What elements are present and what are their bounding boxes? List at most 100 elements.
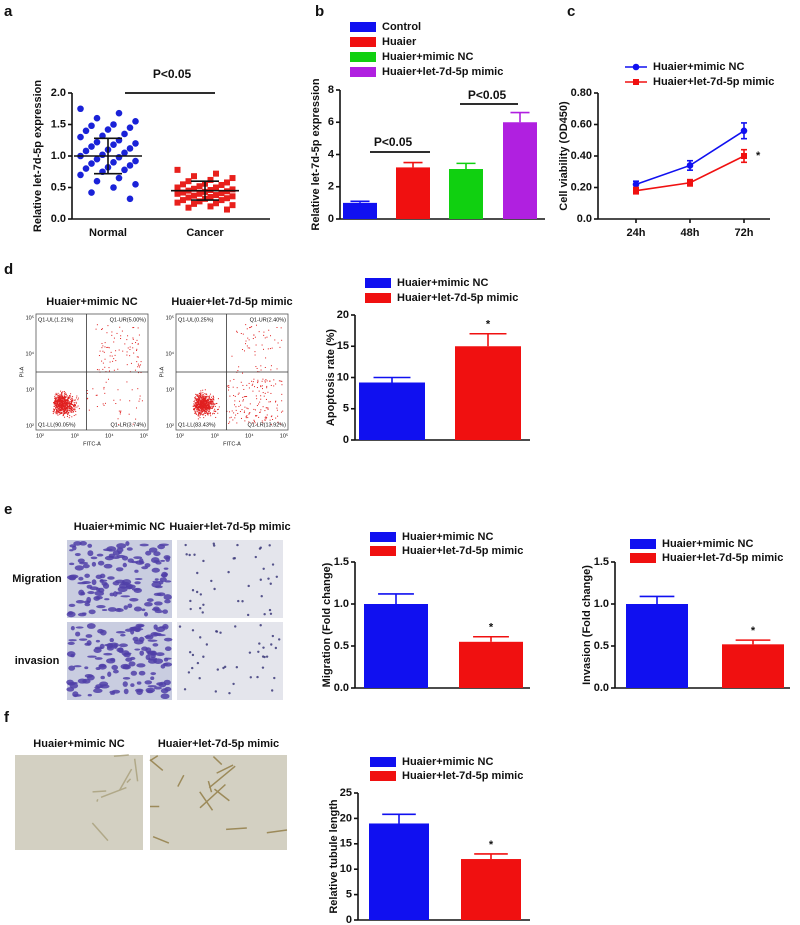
y-tick-label: 5 xyxy=(346,889,352,901)
cytometry-event xyxy=(74,405,76,407)
cytometry-event xyxy=(64,393,66,395)
y-tick-label: 0.5 xyxy=(51,181,66,193)
cytometry-event xyxy=(200,401,202,403)
cytometry-event xyxy=(68,412,70,414)
cytometry-event xyxy=(66,405,68,407)
cell xyxy=(260,595,263,598)
cytometry-event xyxy=(204,415,206,417)
cytometry-event xyxy=(205,400,207,402)
cytometry-event xyxy=(208,411,210,413)
cytometry-event xyxy=(200,397,202,399)
data-point xyxy=(213,170,219,177)
quadrant-label: Q1-LL(83.43%) xyxy=(178,422,216,428)
data-point xyxy=(88,122,95,130)
cytometry-event xyxy=(135,418,137,420)
cytometry-event xyxy=(203,413,205,415)
cell xyxy=(102,582,110,589)
cell xyxy=(104,598,110,601)
cytometry-event xyxy=(65,404,67,406)
cell xyxy=(212,542,215,545)
cytometry-event xyxy=(205,408,207,410)
cell xyxy=(154,609,164,614)
cytometry-event xyxy=(64,402,66,404)
cytometry-event xyxy=(56,407,58,409)
cytometry-event xyxy=(202,392,204,394)
cytometry-event xyxy=(57,410,59,412)
cytometry-event xyxy=(66,403,68,405)
y-tick-label: 20 xyxy=(340,812,352,824)
cytometry-event xyxy=(71,397,73,399)
cytometry-event xyxy=(202,414,204,416)
cell xyxy=(115,631,126,634)
cytometry-event xyxy=(202,406,204,408)
cytometry-event xyxy=(59,402,61,404)
cytometry-event xyxy=(60,399,62,401)
tubule xyxy=(208,765,236,789)
cytometry-event xyxy=(201,409,203,411)
cytometry-event xyxy=(65,407,67,409)
cytometry-event xyxy=(58,409,60,411)
cell xyxy=(90,556,98,560)
cytometry-event xyxy=(209,403,211,405)
cytometry-event xyxy=(249,347,251,349)
cytometry-event xyxy=(200,406,202,408)
cytometry-event xyxy=(102,403,104,405)
cytometry-event xyxy=(200,406,202,408)
cell xyxy=(202,559,205,563)
legend-label: Huaier+mimic NC xyxy=(402,531,493,543)
cytometry-event xyxy=(202,399,204,401)
cytometry-event xyxy=(67,407,69,409)
cytometry-event xyxy=(257,379,259,381)
cytometry-event xyxy=(197,415,199,417)
cytometry-event xyxy=(275,383,277,385)
cytometry-event xyxy=(236,422,238,424)
cell xyxy=(237,599,240,603)
cytometry-events xyxy=(192,324,284,426)
cytometry-event xyxy=(228,389,230,391)
cell xyxy=(132,636,139,642)
data-point xyxy=(174,199,181,206)
cell xyxy=(241,600,244,603)
cytometry-event xyxy=(121,330,123,332)
cytometry-event xyxy=(126,354,128,356)
cytometry-event xyxy=(62,400,64,402)
cell xyxy=(163,567,169,570)
cytometry-event xyxy=(281,380,283,382)
x-tick-label: 10² xyxy=(176,433,184,439)
cytometry-event xyxy=(246,395,248,397)
cytometry-event xyxy=(66,402,68,404)
cytometry-event xyxy=(193,408,195,410)
cytometry-event xyxy=(54,405,56,407)
cytometry-event xyxy=(209,401,211,403)
cell xyxy=(156,682,164,686)
cytometry-event xyxy=(202,404,204,406)
cytometry-event xyxy=(72,411,74,413)
cytometry-event xyxy=(198,413,200,415)
cytometry-event xyxy=(58,404,60,406)
cell xyxy=(87,655,97,658)
cytometry-event xyxy=(197,398,199,400)
cytometry-event xyxy=(64,392,66,394)
cytometry-event xyxy=(201,403,203,405)
cytometry-event xyxy=(197,401,199,403)
cytometry-event xyxy=(67,414,69,416)
cytometry-event xyxy=(53,403,55,405)
cytometry-event xyxy=(72,407,74,409)
cytometry-event xyxy=(218,406,220,408)
cell xyxy=(115,567,124,572)
cytometry-event xyxy=(132,327,134,329)
cell xyxy=(265,655,269,658)
data-point xyxy=(218,197,225,204)
cytometry-event xyxy=(60,394,62,396)
cytometry-event xyxy=(61,392,63,394)
cytometry-event xyxy=(55,401,57,403)
cytometry-event xyxy=(198,409,200,411)
cytometry-event xyxy=(130,362,132,364)
cytometry-event xyxy=(270,392,272,394)
cytometry-event xyxy=(63,404,65,406)
cytometry-event xyxy=(243,350,245,352)
cell xyxy=(137,624,145,628)
cytometry-event xyxy=(68,406,70,408)
cytometry-event xyxy=(205,401,207,403)
y-tick-label: 0.60 xyxy=(571,118,592,130)
